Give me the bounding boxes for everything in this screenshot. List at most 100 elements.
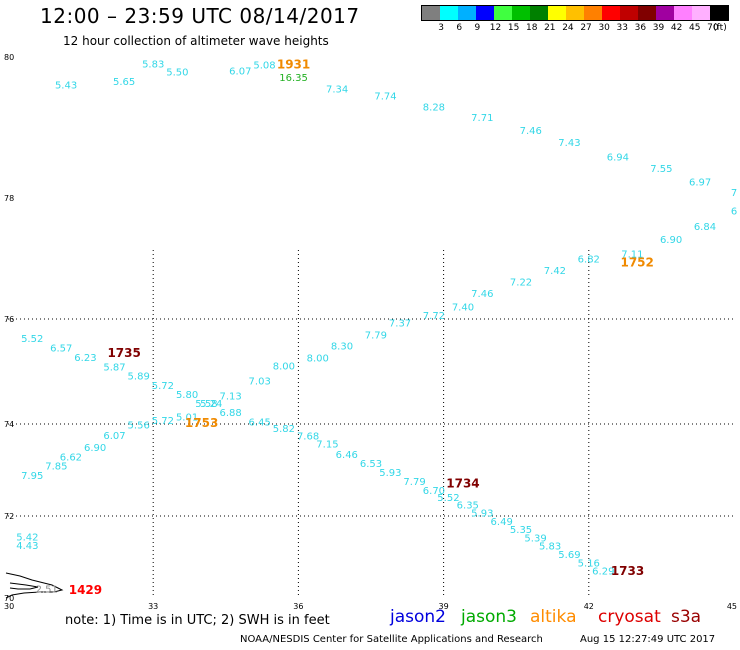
wave-height-value: 6.07 xyxy=(229,67,251,78)
wave-height-value: 7.68 xyxy=(297,432,319,443)
wave-height-value: 6.23 xyxy=(74,353,96,364)
scale-swatch xyxy=(656,6,674,20)
scale-label: 45 xyxy=(689,23,701,33)
scale-swatch xyxy=(440,6,458,20)
pass-time-label: 1429 xyxy=(69,583,102,597)
wave-height-value: 5.39 xyxy=(524,533,546,544)
scale-label: 18 xyxy=(525,23,538,33)
wave-height-value: 6.82 xyxy=(578,255,600,266)
pass-time-label: 1931 xyxy=(277,57,310,71)
wave-height-value: 5.58 xyxy=(195,399,217,410)
scale-swatch xyxy=(710,6,728,20)
pass-time-label: 1735 xyxy=(107,346,140,360)
scale-swatch xyxy=(512,6,530,20)
wave-height-value: 8.30 xyxy=(331,341,353,352)
wave-height-value: 6.97 xyxy=(689,177,711,188)
scale-label: 70 xyxy=(707,23,719,33)
scale-label: 9 xyxy=(474,23,481,33)
longitude-tick-label: 36 xyxy=(293,602,303,611)
scale-label: (ft) xyxy=(713,23,727,33)
wave-height-value: 6.90 xyxy=(84,443,106,454)
color-scale-labels: 3 6 9 12 15 18 21 24 27 30 33 36 39 42 45 70 (ft) xyxy=(421,21,729,35)
wave-height-value: 7.13 xyxy=(220,391,242,402)
wave-height-value: 6.57 xyxy=(50,344,72,355)
wave-height-value: 7.43 xyxy=(558,138,580,149)
wave-height-value: 5.87 xyxy=(103,362,125,373)
wave-height-value: 7.40 xyxy=(452,303,474,314)
longitude-tick-label: 30 xyxy=(4,602,14,611)
wave-height-value: 7.71 xyxy=(471,113,493,124)
wave-height-value: 5.43 xyxy=(55,81,77,92)
wave-height-value: 5.72 xyxy=(152,381,174,392)
wave-height-value: 5.08 xyxy=(253,60,275,71)
wave-height-value: 7.34 xyxy=(326,84,348,95)
scale-label: 24 xyxy=(562,23,574,33)
scale-swatch xyxy=(566,6,584,20)
wave-height-value: 7.74 xyxy=(374,91,396,102)
scale-label: 30 xyxy=(598,23,610,33)
wave-height-value: 7.46 xyxy=(520,126,542,137)
units-note: note: 1) Time is in UTC; 2) SWH is in fe… xyxy=(65,613,330,628)
wave-height-value: 5.50 xyxy=(166,67,188,78)
wave-height-value: 6.70 xyxy=(423,486,445,497)
wave-height-value: 6.94 xyxy=(607,153,629,164)
scale-swatch xyxy=(620,6,638,20)
latitude-tick-label: 76 xyxy=(4,315,14,324)
wave-height-value: 6.35 xyxy=(457,501,479,512)
wave-height-value: 7.79 xyxy=(403,477,425,488)
page-title: 12:00 – 23:59 UTC 08/14/2017 xyxy=(40,4,360,28)
scale-label: 15 xyxy=(507,23,520,33)
wave-height-value: 6.84 xyxy=(694,222,716,233)
wave-height-value: 7.85 xyxy=(45,462,67,473)
wave-height-value: 5.52 xyxy=(21,334,43,345)
wave-height-value: 6.49 xyxy=(491,517,513,528)
latitude-tick-label: 74 xyxy=(4,420,14,429)
wave-height-value: 6.62 xyxy=(60,452,82,463)
wave-height-value: 6.07 xyxy=(103,431,125,442)
wave-height-value: 7.15 xyxy=(316,439,338,450)
wave-height-value: 7.37 xyxy=(389,318,411,329)
scale-label: 36 xyxy=(634,23,647,33)
scale-swatch xyxy=(638,6,656,20)
longitude-tick-label: 39 xyxy=(439,602,449,611)
wave-height-value: 5.69 xyxy=(558,550,580,561)
pass-time-label: 1753 xyxy=(185,416,218,430)
latitude-tick-label: 72 xyxy=(4,512,14,521)
wave-height-value: 4.43 xyxy=(16,541,38,552)
scale-label: 33 xyxy=(616,23,629,33)
wave-height-value: 7.72 xyxy=(423,311,445,322)
wave-height-value: 5.83 xyxy=(539,542,561,553)
legend-altika: altika xyxy=(530,607,577,627)
wave-height-value: 5.83 xyxy=(142,60,164,71)
wave-height-value: 6 xyxy=(731,206,737,217)
pass-time-label: 1752 xyxy=(620,255,653,269)
map-grid xyxy=(8,250,734,598)
scale-swatch xyxy=(674,6,692,20)
wave-height-value: 8.00 xyxy=(273,361,295,372)
wave-height-value: 8.28 xyxy=(423,103,445,114)
pass-time-labels: 1931 1752 1753 1735 1734 1733 1429 xyxy=(69,57,654,597)
wave-height-value: 5.52 xyxy=(437,493,459,504)
wave-height-value: 7.95 xyxy=(21,471,43,482)
scale-swatch xyxy=(530,6,548,20)
wave-height-value: 7.79 xyxy=(365,330,387,341)
scale-swatch xyxy=(548,6,566,20)
credit-line: NOAA/NESDIS Center for Satellite Applica… xyxy=(240,634,543,645)
wave-height-value: 5.89 xyxy=(128,371,150,382)
generation-timestamp: Aug 15 12:27:49 UTC 2017 xyxy=(580,634,716,645)
scale-swatch xyxy=(422,6,440,20)
wave-height-value: 5.24 xyxy=(200,399,222,410)
wave-height-value: 6.29 xyxy=(592,567,614,578)
wave-height-value: 7.42 xyxy=(544,266,566,277)
scale-swatch xyxy=(584,6,602,20)
scale-label: 6 xyxy=(456,23,463,33)
wave-height-value: 7.11 xyxy=(621,249,643,260)
wave-height-values: 5.43 5.655.835.50 6.075.087.347.748.287.71… xyxy=(16,60,737,596)
wave-height-value: 6.90 xyxy=(660,235,682,246)
wave-height-value: 5.93 xyxy=(471,508,493,519)
wave-height-value: 7.22 xyxy=(510,278,532,289)
page-subtitle: 12 hour collection of altimeter wave hei… xyxy=(63,34,329,48)
pass-time-label: 1734 xyxy=(446,476,479,490)
longitude-tick-label: 45 xyxy=(727,602,737,611)
